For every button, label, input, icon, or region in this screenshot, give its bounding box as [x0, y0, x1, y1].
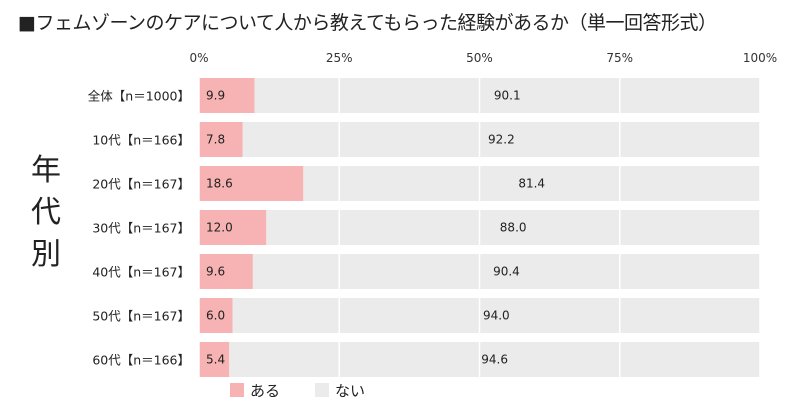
data-label: 88.0: [500, 221, 527, 235]
data-label: 9.9: [206, 89, 225, 103]
data-label: 90.1: [494, 89, 521, 103]
y-axis-label: 年代別: [31, 153, 61, 272]
bar-nai: [229, 342, 760, 377]
data-label: 6.0: [206, 309, 225, 323]
data-label: 12.0: [206, 221, 233, 235]
bar-aru: [199, 254, 253, 289]
category-label: 30代【n＝167】: [92, 221, 190, 236]
category-label: 40代【n＝167】: [92, 265, 190, 280]
legend-swatch: [230, 383, 244, 397]
bar-aru: [199, 298, 233, 333]
bar-aru: [199, 342, 230, 377]
data-label: 7.8: [206, 133, 225, 147]
bar-aru: [199, 210, 267, 245]
legend-label: ある: [250, 382, 280, 400]
bar-nai: [232, 298, 760, 333]
bar-nai: [252, 254, 760, 289]
bar-nai: [266, 210, 760, 245]
x-tick-label: 25%: [326, 51, 353, 65]
bar-nai: [303, 166, 760, 201]
chart-title: ■フェムゾーンのケアについて人から教えてもらった経験があるか（単一回答形式）: [18, 12, 717, 34]
bar-aru: [199, 122, 243, 157]
x-tick-label: 100%: [743, 51, 777, 65]
data-label: 94.0: [483, 309, 510, 323]
legend-label: ない: [335, 382, 365, 400]
bar-aru: [199, 78, 255, 113]
category-label: 全体【n＝1000】: [88, 89, 190, 104]
legend-swatch: [315, 383, 329, 397]
data-label: 90.4: [493, 265, 520, 279]
category-label: 20代【n＝167】: [92, 177, 190, 192]
data-label: 81.4: [518, 177, 545, 191]
bar-aru: [199, 166, 304, 201]
data-label: 5.4: [206, 353, 225, 367]
category-label: 10代【n＝166】: [92, 133, 190, 148]
data-label: 92.2: [488, 133, 515, 147]
data-label: 18.6: [206, 177, 233, 191]
bar-nai: [242, 122, 760, 157]
x-tick-label: 50%: [466, 51, 493, 65]
x-tick-label: 0%: [189, 51, 208, 65]
data-label: 94.6: [481, 353, 508, 367]
x-tick-label: 75%: [606, 51, 633, 65]
data-label: 9.6: [206, 265, 225, 279]
category-label: 60代【n＝166】: [92, 353, 190, 368]
category-label: 50代【n＝167】: [92, 309, 190, 324]
